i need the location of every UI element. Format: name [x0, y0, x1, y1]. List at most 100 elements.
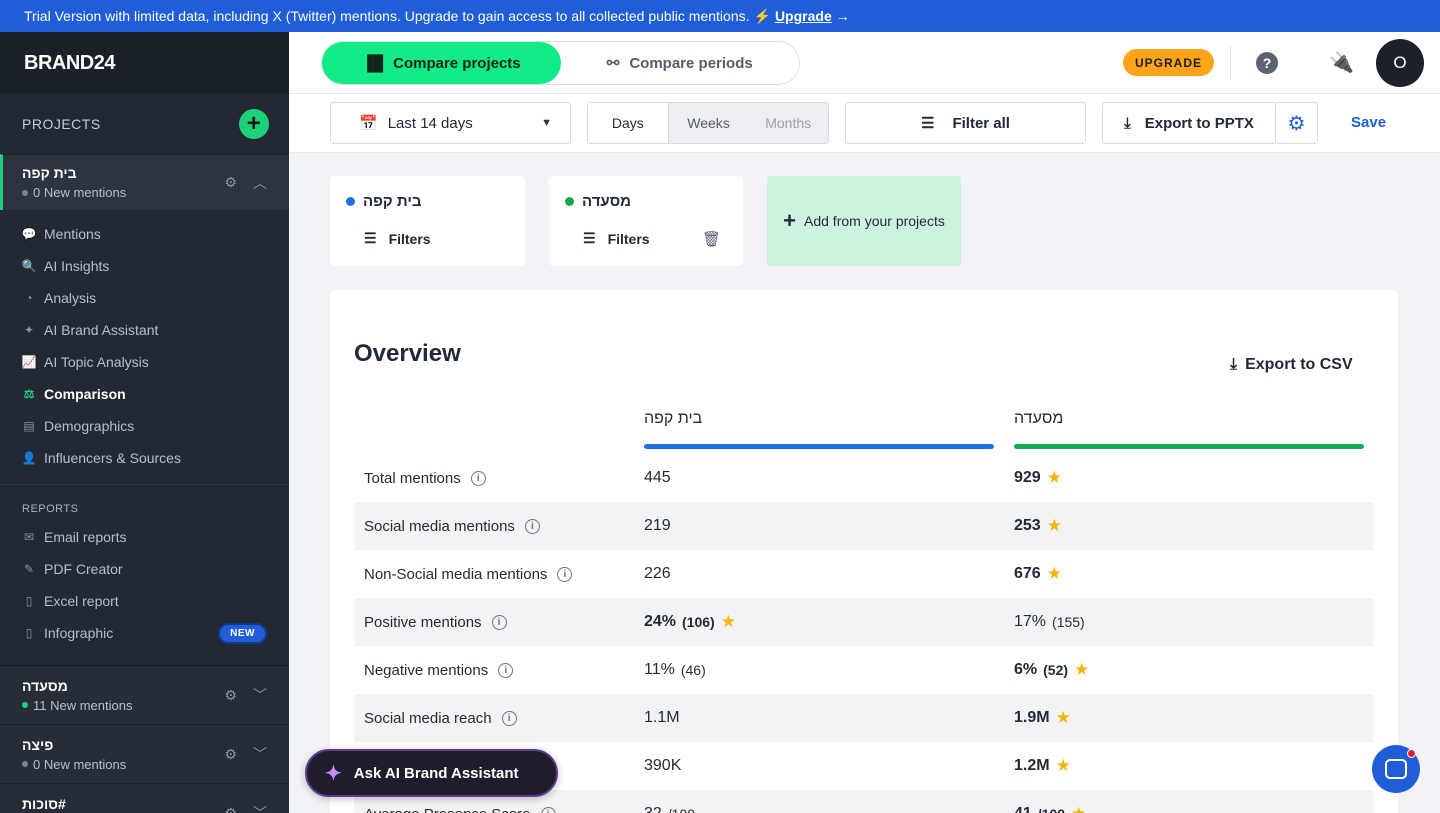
project-mentions-text: 11 New mentions — [33, 697, 133, 713]
gear-icon[interactable]: ⚙ — [224, 804, 237, 813]
sidebar-item-label: AI Topic Analysis — [44, 354, 149, 370]
plug-icon[interactable]: 🔌 — [1329, 52, 1354, 74]
pie-chart-icon: ◔ — [25, 291, 33, 305]
brand-logo[interactable]: BRAND24 — [0, 32, 289, 94]
project-filters-button[interactable]: ☰ Filters — [583, 230, 650, 247]
metric-sub-value: /100 — [1038, 806, 1065, 813]
gear-icon[interactable]: ⚙ — [224, 686, 237, 703]
sidebar-item-ai-brand-assistant[interactable]: ✦ AI Brand Assistant — [0, 314, 289, 346]
add-project-card[interactable]: + Add from your projects — [767, 176, 961, 266]
sidebar-item-label: Demographics — [44, 418, 135, 434]
sparkle-icon: ✦ — [325, 762, 342, 785]
metric-label-text: Non-Social media mentions — [364, 565, 548, 583]
export-csv-button[interactable]: ⤓ Export to CSV — [1230, 356, 1353, 374]
info-icon[interactable]: i — [491, 614, 507, 630]
sidebar-item-label: Infographic — [44, 625, 114, 641]
project-card-2: מסעדה ☰ Filters 🗑 — [549, 176, 743, 266]
ask-ai-brand-assistant-button[interactable]: ✦ Ask AI Brand Assistant — [305, 749, 558, 797]
metric-sub-value: (52) — [1043, 662, 1069, 678]
sidebar-item-analysis[interactable]: ◔ Analysis — [0, 282, 289, 314]
upgrade-button[interactable]: UPGRADE — [1123, 49, 1215, 76]
metric-value: 445 — [644, 469, 671, 486]
add-project-button[interactable]: + — [239, 109, 269, 139]
project-nav: 💬 Mentions 🔍 AI Insights ◔ Analysis ✦ AI Brand … — [0, 210, 289, 474]
sidebar-item-mentions[interactable]: 💬 Mentions — [0, 218, 289, 250]
project-name: בית קפה — [22, 165, 77, 181]
metric-value: 929 — [1014, 469, 1041, 486]
info-icon[interactable]: i — [498, 662, 514, 678]
avatar[interactable]: O — [1376, 39, 1424, 87]
gear-icon[interactable]: ⚙ — [224, 174, 237, 190]
sliders-icon: ☰ — [583, 230, 596, 246]
star-icon: ★ — [720, 612, 736, 631]
sidebar-item-ai-topic-analysis[interactable]: 📈 AI Topic Analysis — [0, 346, 289, 378]
help-icon[interactable]: ? — [1256, 52, 1278, 74]
info-icon[interactable]: i — [501, 710, 517, 726]
project-item-active[interactable]: בית קפה 0 New mentions ⚙ ︿ — [0, 154, 289, 210]
sidebar-item-label: AI Brand Assistant — [44, 322, 159, 338]
info-icon[interactable]: i — [540, 806, 556, 813]
table-row: Average Presence Score i 32/100 41/100 ★ — [354, 790, 1374, 813]
file-icon: ▯ — [25, 594, 33, 608]
gear-icon[interactable]: ⚙ — [224, 745, 237, 762]
info-icon[interactable]: i — [470, 470, 486, 486]
status-dot — [22, 189, 28, 196]
project-mentions: 11 New mentions — [22, 698, 132, 713]
trash-icon[interactable]: 🗑 — [701, 231, 721, 248]
sidebar-item-excel-report[interactable]: ▯ Excel report — [0, 585, 289, 617]
metric-value: 17% — [1014, 613, 1047, 630]
overview-panel: Overview ⤓ Export to CSV בית קפה מסעדה T… — [330, 290, 1398, 813]
metric-value-project-1: 390K — [644, 757, 681, 775]
star-icon: ★ — [1055, 708, 1071, 727]
chevron-down-icon[interactable]: ﹀ — [253, 805, 267, 813]
sidebar-item-influencers-sources[interactable]: 👤 Influencers & Sources — [0, 442, 289, 474]
project-mentions-text: 0 New mentions — [33, 185, 127, 200]
metric-label: Positive mentions i — [364, 614, 507, 631]
sidebar-item-label: AI Insights — [44, 258, 110, 274]
project-item[interactable]: #סוכות0 New mentions⚙﹀ — [0, 783, 289, 813]
project-filters-label: Filters — [388, 230, 431, 247]
granularity-weeks[interactable]: Weeks — [667, 103, 749, 143]
table-row: 390K 1.2M ★ — [354, 742, 1374, 790]
date-range-select[interactable]: 📅 Last 14 days ▼ — [330, 102, 571, 144]
chevron-up-icon[interactable]: ︿ — [253, 174, 267, 191]
filter-all-button[interactable]: ☰ Filter all — [845, 102, 1086, 144]
sidebar-item-infographic[interactable]: ▯ Infographic NEW — [0, 617, 289, 649]
project-name: מסעדה — [22, 677, 68, 694]
metric-label-text: Negative mentions — [364, 661, 489, 679]
save-button[interactable]: Save — [1351, 114, 1387, 131]
sliders-icon: ☰ — [364, 230, 377, 246]
tab-compare-periods-label: Compare periods — [629, 54, 753, 72]
chat-launcher-button[interactable] — [1372, 745, 1420, 793]
chevron-down-icon[interactable]: ﹀ — [253, 746, 267, 762]
granularity-months[interactable]: Months — [748, 103, 828, 143]
sidebar-item-label: Comparison — [44, 386, 126, 402]
info-icon[interactable]: i — [524, 518, 540, 534]
overview-title: Overview — [354, 340, 461, 367]
tab-compare-periods[interactable]: ⚯ Compare periods — [561, 42, 800, 84]
tab-compare-projects-label: Compare projects — [393, 54, 521, 72]
sidebar-item-email-reports[interactable]: ✉ Email reports — [0, 521, 289, 553]
ai-search-icon: 🔍 — [21, 259, 37, 273]
metric-value: 676 — [1014, 565, 1041, 582]
project-filters-button[interactable]: ☰ Filters — [364, 230, 431, 247]
compare-projects-icon: ▐█ — [361, 54, 384, 72]
metric-label: Social media reach i — [364, 710, 517, 727]
tab-compare-projects[interactable]: ▐█ Compare projects — [322, 42, 561, 84]
upgrade-link[interactable]: Upgrade — [774, 8, 832, 24]
project-item[interactable]: פיצה 0 New mentions ⚙ ﹀ — [0, 724, 289, 783]
bolt-icon: ⚡ — [753, 7, 771, 24]
granularity-days[interactable]: Days — [588, 103, 668, 143]
info-icon[interactable]: i — [557, 566, 573, 582]
sidebar-item-demographics[interactable]: ▤ Demographics — [0, 410, 289, 442]
sidebar-item-ai-insights[interactable]: 🔍 AI Insights — [0, 250, 289, 282]
chat-icon — [1385, 759, 1407, 779]
sidebar-item-comparison[interactable]: ⚖ Comparison — [0, 378, 289, 410]
chevron-down-icon[interactable]: ﹀ — [253, 687, 267, 703]
project-card-name: בית קפה — [363, 193, 422, 210]
export-pptx-button[interactable]: ⤓ Export to PPTX — [1102, 102, 1276, 144]
project-mentions-text: 0 New mentions — [33, 756, 127, 772]
export-settings-button[interactable]: ⚙ — [1275, 102, 1318, 144]
project-item[interactable]: מסעדה 11 New mentions ⚙ ﹀ — [0, 665, 289, 724]
sidebar-item-pdf-creator[interactable]: ✎ PDF Creator — [0, 553, 289, 585]
